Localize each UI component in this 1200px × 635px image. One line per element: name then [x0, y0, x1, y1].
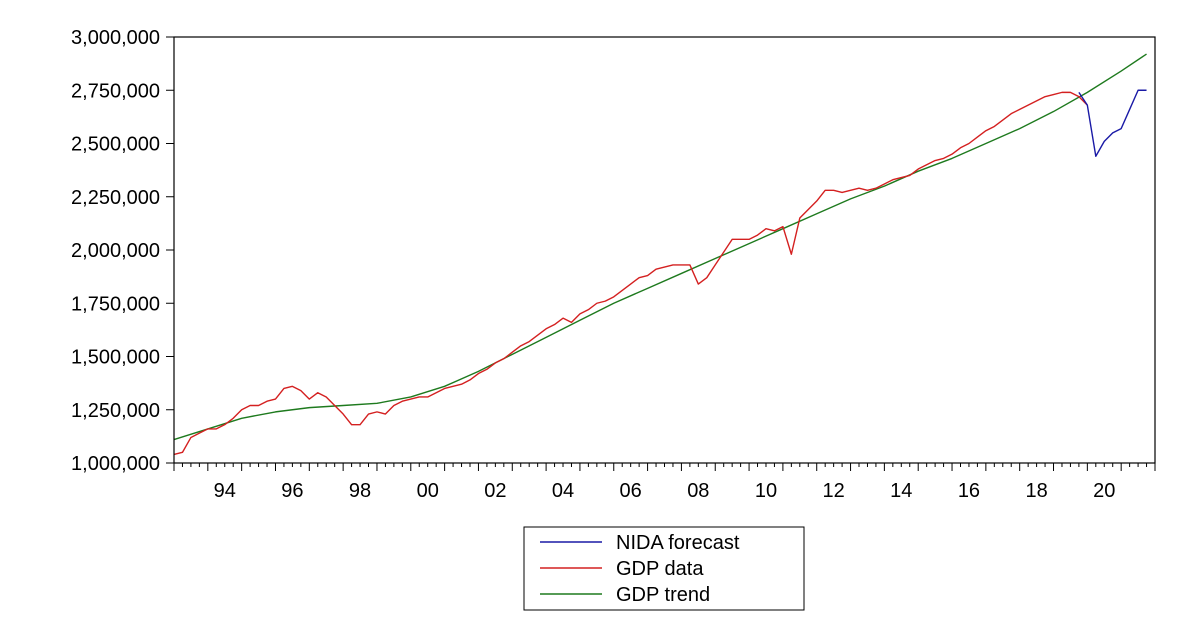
x-tick-label: 04	[552, 480, 574, 502]
legend-label-nida-forecast: NIDA forecast	[616, 532, 740, 554]
x-tick-label: 96	[281, 480, 303, 502]
x-tick-label: 06	[620, 480, 642, 502]
plot-frame	[173, 36, 1156, 464]
y-tick-label: 1,250,000	[71, 400, 160, 422]
series-line-gdp-trend	[173, 53, 1147, 441]
x-axis: 94 96 98 00 02 04 06 08 10 12 14 16 18 20	[173, 463, 1156, 502]
legend-label-gdp-trend: GDP trend	[616, 584, 710, 606]
x-tick-label: 94	[214, 480, 236, 502]
y-tick-label: 2,750,000	[71, 80, 160, 102]
series-line-gdp-data	[173, 91, 1088, 456]
legend: NIDA forecast GDP data GDP trend	[523, 526, 805, 611]
x-tick-label: 12	[823, 480, 845, 502]
x-tick-label: 08	[687, 480, 709, 502]
x-tick-label: 10	[755, 480, 777, 502]
x-tick-label: 02	[484, 480, 506, 502]
y-tick-label: 2,500,000	[71, 134, 160, 156]
series-line-nida-forecast	[1078, 89, 1147, 157]
x-tick-label: 16	[958, 480, 980, 502]
y-tick-label: 3,000,000	[71, 27, 160, 49]
y-axis: 1,000,000 1,250,000 1,500,000 1,750,000 2,00…	[71, 27, 174, 475]
x-tick-label: 00	[417, 480, 439, 502]
x-tick-label: 20	[1093, 480, 1115, 502]
y-tick-label: 1,500,000	[71, 347, 160, 369]
x-tick-label: 18	[1025, 480, 1047, 502]
x-tick-label: 14	[890, 480, 912, 502]
y-tick-label: 1,750,000	[71, 293, 160, 315]
y-tick-label: 2,250,000	[71, 187, 160, 209]
x-tick-label: 98	[349, 480, 371, 502]
y-tick-label: 1,000,000	[71, 453, 160, 475]
y-tick-label: 2,000,000	[71, 240, 160, 262]
legend-label-gdp-data: GDP data	[616, 558, 704, 580]
series-lines	[173, 53, 1147, 456]
